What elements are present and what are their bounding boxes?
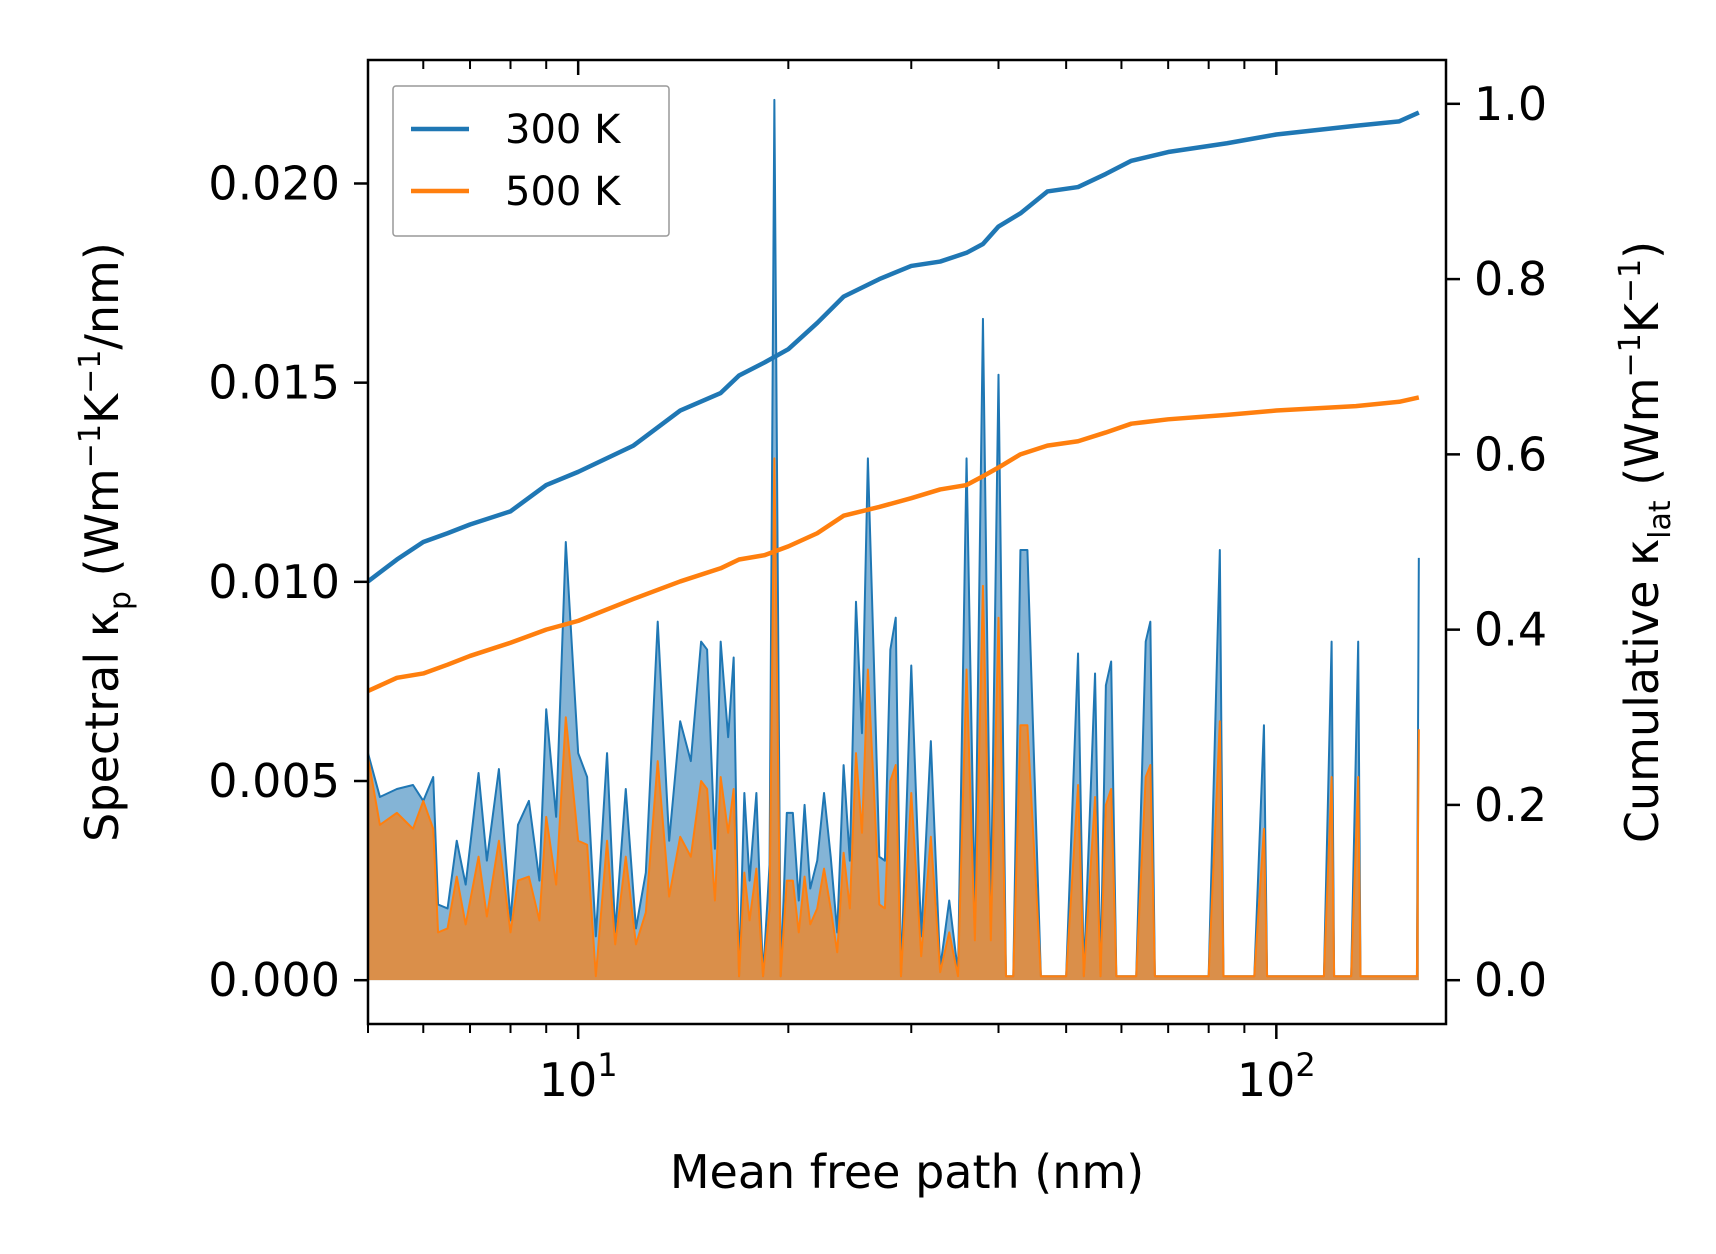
y-axis-title-left: Spectral κp (Wm−1K−1/nm) [73,242,138,842]
y-right-tick-label: 0.0 [1474,953,1547,1007]
y-right-tick-label: 0.2 [1474,778,1547,832]
y-right-subscript: lat [1643,500,1678,539]
legend-label-500k: 500 K [505,169,622,215]
cumulative-line-500k [368,395,1420,694]
spectral-area-500k [368,458,1419,981]
x-axis-title: Mean free path (nm) [670,1145,1144,1199]
y-left-tick-label: 0.000 [208,953,340,1007]
cumulative-line-300k [368,110,1420,584]
y-left-tick-label: 0.005 [208,754,340,808]
axis-ticks: 0.000 0.005 0.010 0.015 0.020 0.0 0.2 0.4 0.6 0.8… [208,60,1547,1107]
spectral-fills [368,98,1420,981]
legend: 300 K 500 K [392,85,670,237]
plot-frame [366,58,1448,1026]
y-right-tick-label: 0.4 [1474,603,1547,657]
y-left-subscript: p [103,591,138,610]
y-right-tick-label: 1.0 [1474,77,1547,131]
y-axis-title-right: Cumulative κlat (Wm−1K−1) [1613,241,1678,843]
y-left-tick-label: 0.010 [208,555,340,609]
spectral-line-500k [368,457,1420,978]
series-lines [368,110,1420,694]
y-left-tick-label: 0.020 [208,156,340,210]
legend-label-300k: 300 K [505,107,622,153]
x-tick-label: 102 [1237,1046,1316,1107]
x-tick-label: 101 [539,1046,618,1107]
y-right-tick-label: 0.8 [1474,252,1547,306]
y-left-tick-label: 0.015 [208,356,340,410]
y-right-tick-label: 0.6 [1474,427,1547,481]
legend-box [392,85,670,237]
